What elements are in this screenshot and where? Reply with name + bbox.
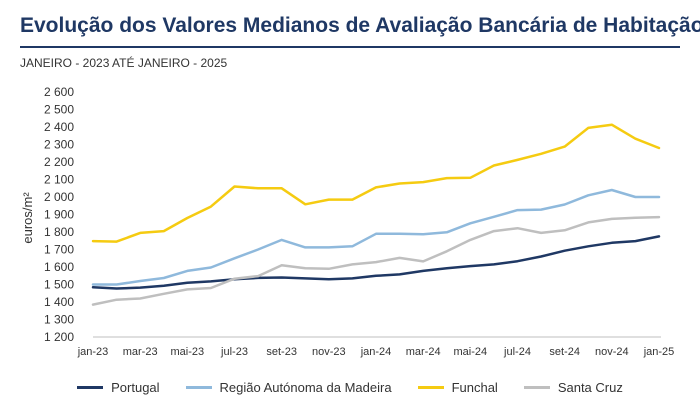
- y-tick-label: 1 300: [44, 313, 74, 327]
- legend-item: Funchal: [417, 380, 498, 395]
- chart-legend: Portugal Região Autónoma da Madeira Funcha…: [0, 380, 700, 395]
- x-tick-label: set-23: [266, 346, 297, 358]
- y-tick-label: 1 500: [44, 278, 74, 292]
- series-line-2: [91, 123, 661, 243]
- x-tick-label: jul-23: [220, 346, 248, 358]
- line-chart: 1 200 1 300 1 400 1 500 1 600 1 700 1 800 1 900…: [20, 85, 675, 358]
- y-tick-label: 2 500: [44, 103, 74, 117]
- legend-label: Funchal: [451, 380, 498, 395]
- x-tick-label: nov-23: [312, 346, 346, 358]
- legend-swatch: [417, 386, 444, 389]
- x-axis: jan-23 mar-23 mai-23 jul-23 set-23 nov-23 jan-…: [77, 336, 675, 358]
- y-tick-label: 1 700: [44, 243, 74, 257]
- x-tick-label: mar-24: [406, 346, 441, 358]
- legend-item: Região Autónoma da Madeira: [185, 380, 392, 395]
- legend-label: Portugal: [111, 380, 160, 395]
- y-tick-label: 2 200: [44, 155, 74, 169]
- series-line-3: [91, 215, 661, 306]
- y-tick-label: 2 000: [44, 190, 74, 204]
- y-tick-label: 2 600: [44, 85, 74, 99]
- legend-label: Região Autónoma da Madeira: [219, 380, 392, 395]
- legend-item: Portugal: [77, 380, 160, 395]
- x-tick-label: jan-23: [77, 346, 109, 358]
- legend-label: Santa Cruz: [557, 380, 623, 395]
- y-tick-label: 1 400: [44, 295, 74, 309]
- legend-item: Santa Cruz: [523, 380, 623, 395]
- x-tick-label: mai-23: [171, 346, 205, 358]
- y-tick-label: 2 300: [44, 138, 74, 152]
- chart-subtitle: JANEIRO - 2023 ATÉ JANEIRO - 2025: [20, 56, 228, 70]
- x-tick-label: nov-24: [595, 346, 629, 358]
- legend-swatch: [185, 386, 212, 389]
- x-tick-label: set-24: [549, 346, 580, 358]
- y-tick-label: 1 900: [44, 208, 74, 222]
- series-line-1: [91, 188, 661, 286]
- series-group: [91, 123, 661, 306]
- y-axis-label: euros/m²: [20, 192, 35, 244]
- x-tick-label: mar-23: [123, 346, 158, 358]
- x-tick-label: jul-24: [503, 346, 531, 358]
- chart-title: Evolução dos Valores Medianos de Avaliaç…: [20, 14, 700, 37]
- y-axis: 1 200 1 300 1 400 1 500 1 600 1 700 1 800 1 900…: [44, 85, 74, 344]
- y-tick-label: 1 600: [44, 260, 74, 274]
- x-tick-label: jan-24: [360, 346, 392, 358]
- legend-swatch: [523, 386, 550, 389]
- legend-swatch: [77, 386, 104, 389]
- y-tick-label: 1 200: [44, 330, 74, 344]
- series-line-0: [91, 235, 661, 290]
- x-tick-label: jan-25: [643, 346, 675, 358]
- x-tick-label: mai-24: [454, 346, 488, 358]
- title-rule: [20, 46, 680, 48]
- y-tick-label: 1 800: [44, 225, 74, 239]
- y-tick-label: 2 400: [44, 120, 74, 134]
- y-tick-label: 2 100: [44, 173, 74, 187]
